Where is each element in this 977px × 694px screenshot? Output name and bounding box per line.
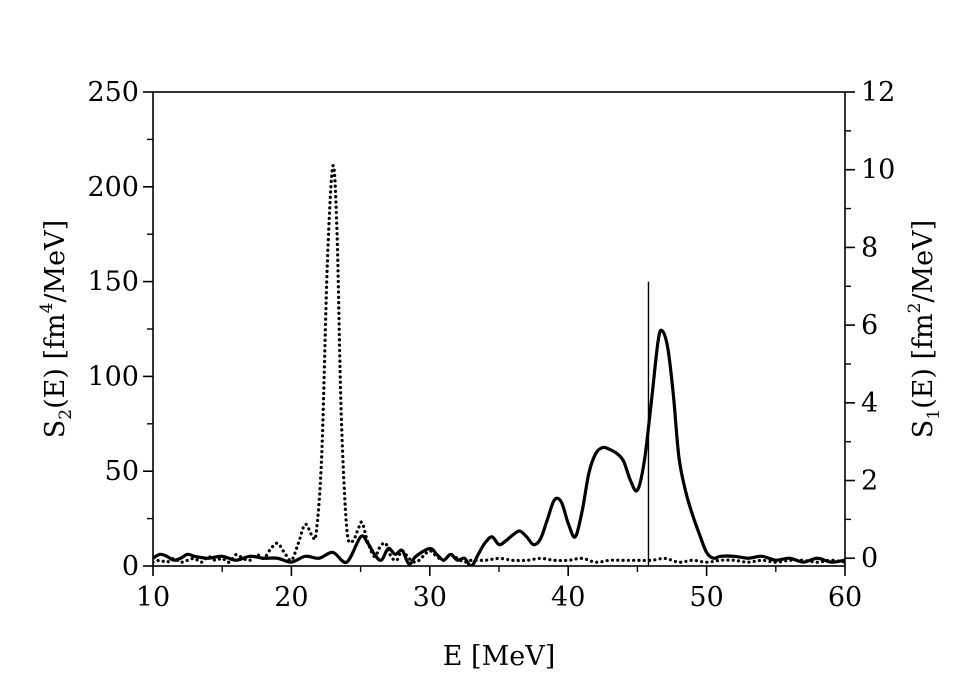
series-line-solid (153, 328, 845, 566)
x-axis-title: E [MeV] (443, 641, 555, 672)
y-right-axis-title: S1(E) [fm2/MeV] (905, 220, 944, 438)
y-left-tick-label: 0 (122, 551, 139, 582)
y-left-tick-label: 200 (87, 172, 139, 203)
x-tick-label: 40 (551, 582, 585, 613)
y-right-tick-label: 12 (861, 77, 895, 108)
x-tick-label: 30 (413, 582, 447, 613)
x-tick-label: 50 (689, 582, 723, 613)
y-right-tick-label: 4 (861, 388, 878, 419)
series-line-dotted (153, 164, 845, 564)
plot-frame (152, 91, 846, 567)
y-left-tick-label: 150 (87, 267, 139, 298)
axis-ticks: 10 20 30 40 50 60 0 50 100 150 200 250 0 2 4 6 8 10 12 (87, 77, 895, 613)
x-tick-label: 60 (828, 582, 862, 613)
y-left-axis-title: S2(E) [fm4/MeV] (37, 220, 76, 438)
y-left-tick-label: 250 (87, 77, 139, 108)
y-right-tick-label: 6 (861, 310, 878, 341)
x-tick-label: 20 (274, 582, 308, 613)
y-left-tick-label: 50 (105, 456, 139, 487)
x-tick-label: 10 (136, 582, 170, 613)
y-left-tick-label: 100 (87, 361, 139, 392)
y-right-tick-label: 10 (861, 155, 895, 186)
plot-marks (153, 164, 845, 566)
y-right-tick-label: 2 (861, 466, 878, 497)
y-right-tick-label: 8 (861, 232, 878, 263)
y-right-tick-label: 0 (861, 543, 878, 574)
